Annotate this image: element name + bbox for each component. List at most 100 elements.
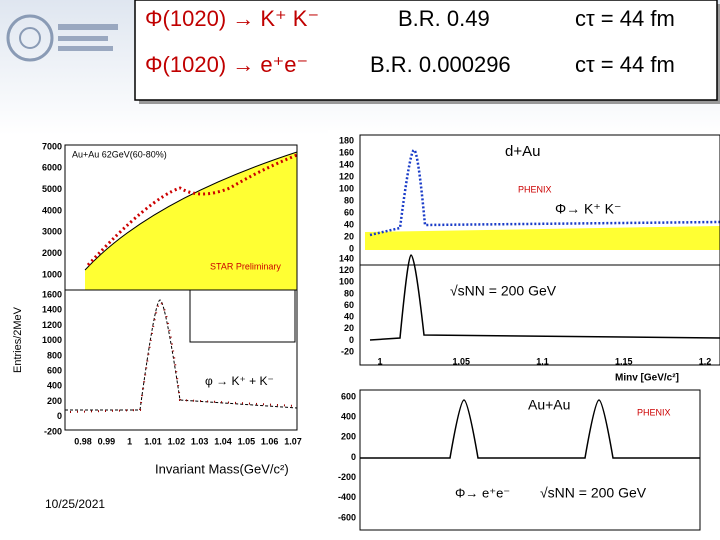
decay: Φ(1020) → e⁺e⁻ xyxy=(145,52,308,77)
logo xyxy=(6,14,118,62)
y-tick-label: 0 xyxy=(351,452,356,462)
ctau: cτ = 44 fm xyxy=(575,6,675,31)
y-tick-label: 800 xyxy=(47,350,62,360)
channel: Φ→ K⁺ K⁻ xyxy=(555,201,621,217)
y-tick-label: 0 xyxy=(57,411,62,421)
y-tick-label: 60 xyxy=(344,207,354,217)
x-tick-label: 1.1 xyxy=(536,356,549,366)
y-tick-label: 400 xyxy=(47,381,62,391)
y-tick-label: -600 xyxy=(338,512,356,522)
x-tick-label: 1.04 xyxy=(214,436,232,446)
y-tick-label: 600 xyxy=(47,365,62,375)
x-tick-label: 0.99 xyxy=(98,436,116,446)
frame xyxy=(359,264,720,366)
left-plot: Au+Au 62GeV(60-80%) STAR Preliminary φ →… xyxy=(12,135,317,480)
label: φ → K⁺ + K⁻ xyxy=(205,374,274,388)
plot-bg xyxy=(325,385,703,540)
y-tick-label: 4000 xyxy=(42,205,62,215)
frame xyxy=(64,289,298,431)
x-tick-label: 1.07 xyxy=(284,436,302,446)
right-top-plot: d+Au PHENIX Φ→ K⁺ K⁻ √sNN = 200 GeV Minv… xyxy=(328,130,720,385)
points xyxy=(369,148,720,237)
x-tick-label: 1.01 xyxy=(144,436,162,446)
signal xyxy=(369,254,720,341)
plot-bg xyxy=(328,130,720,385)
x-tick-label: 1.05 xyxy=(238,436,256,446)
y-tick-label: 80 xyxy=(344,288,354,298)
right-bottom-plot: Au+Au PHENIX Φ→ e⁺e⁻ √sNN = 200 GeV xyxy=(325,385,703,540)
y-tick-label: 1000 xyxy=(42,335,62,345)
y-tick-label: -20 xyxy=(341,346,354,356)
x-tick-label: 1.02 xyxy=(168,436,186,446)
fit xyxy=(65,299,298,411)
y-tick-label: 200 xyxy=(341,432,356,442)
y-tick-label: -200 xyxy=(44,426,62,436)
y-tick-label: 1600 xyxy=(42,289,62,299)
branching-ratio: B.R. 0.000296 xyxy=(370,52,511,77)
channel: Φ→ e⁺e⁻ xyxy=(455,485,510,500)
fit xyxy=(84,151,298,271)
label: Au+Au 62GeV(60-80%) xyxy=(72,149,167,159)
x-tick-label: 1.06 xyxy=(261,436,279,446)
x-label: Invariant Mass(GeV/c²) xyxy=(155,461,289,476)
y-tick-label: 140 xyxy=(339,159,354,169)
y-tick-label: 200 xyxy=(47,396,62,406)
yellow-band xyxy=(365,226,720,250)
x-tick-label: 0.98 xyxy=(74,436,92,446)
y-tick-label: 80 xyxy=(344,195,354,205)
y-tick-label: 0 xyxy=(349,335,354,345)
y-tick-label: 5000 xyxy=(42,184,62,194)
ctau: cτ = 44 fm xyxy=(575,52,675,77)
energy: √sNN = 200 GeV xyxy=(450,283,557,299)
experiment: PHENIX xyxy=(518,184,552,194)
header-text: Φ(1020) → K⁺ K⁻ B.R. 0.49 cτ = 44 fm Φ(1… xyxy=(145,6,675,77)
y-tick-label: 7000 xyxy=(42,141,62,151)
energy: √sNN = 200 GeV xyxy=(540,485,647,501)
y-tick-label: 6000 xyxy=(42,163,62,173)
experiment: PHENIX xyxy=(637,407,671,417)
header-box xyxy=(134,0,718,101)
note: STAR Preliminary xyxy=(210,261,281,271)
x-tick-label: 1.15 xyxy=(615,356,633,366)
y-tick-label: 100 xyxy=(339,183,354,193)
y-tick-label: 120 xyxy=(339,265,354,275)
y-tick-label: 3000 xyxy=(42,227,62,237)
y-label: Entries/2MeV xyxy=(12,306,24,373)
y-tick-label: 1400 xyxy=(42,305,62,315)
x-tick-label: 1.03 xyxy=(191,436,209,446)
y-tick-label: 40 xyxy=(344,312,354,322)
label: Au+Au xyxy=(528,397,570,413)
y-tick-label: 600 xyxy=(341,391,356,401)
y-tick-label: 20 xyxy=(344,231,354,241)
y-tick-label: -200 xyxy=(338,472,356,482)
x-tick-label: 1.05 xyxy=(452,356,470,366)
y-tick-label: 60 xyxy=(344,300,354,310)
y-tick-label: 40 xyxy=(344,219,354,229)
y-tick-label: 400 xyxy=(341,412,356,422)
y-tick-label: 20 xyxy=(344,323,354,333)
frame xyxy=(359,389,701,531)
y-tick-label: 1200 xyxy=(42,320,62,330)
x-tick-label: 1 xyxy=(377,356,382,366)
y-tick-label: 140 xyxy=(339,253,354,263)
label: d+Au xyxy=(505,143,540,160)
y-tick-label: 0 xyxy=(349,243,354,253)
y-tick-label: 160 xyxy=(339,147,354,157)
points xyxy=(86,153,298,267)
yellow-area xyxy=(85,152,297,290)
date: 10/25/2021 xyxy=(45,497,105,511)
y-tick-label: 2000 xyxy=(42,248,62,258)
x-tick-label: 1 xyxy=(127,436,132,446)
y-tick-label: -400 xyxy=(338,492,356,502)
y-tick-label: 1000 xyxy=(42,269,62,279)
x-tick-label: 1.2 xyxy=(699,356,712,366)
y-tick-label: 180 xyxy=(339,135,354,145)
decay: Φ(1020) → K⁺ K⁻ xyxy=(145,6,319,31)
y-tick-label: 120 xyxy=(339,171,354,181)
x-label: Minv [GeV/c²] xyxy=(615,373,679,384)
y-tick-label: 100 xyxy=(339,277,354,287)
branching-ratio: B.R. 0.49 xyxy=(398,6,490,31)
signal xyxy=(360,399,700,459)
stat-box xyxy=(189,289,296,343)
